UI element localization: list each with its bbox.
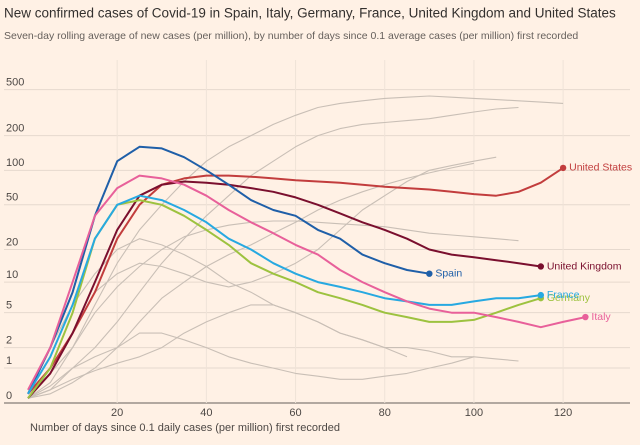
x-tick-label: 40 [200, 407, 212, 419]
end-marker [537, 291, 545, 299]
y-tick-label: 50 [6, 192, 18, 204]
series-line [27, 167, 564, 395]
chart-title: New confirmed cases of Covid-19 in Spain… [4, 6, 616, 21]
y-tick-label: 200 [6, 123, 24, 135]
end-marker [582, 313, 589, 321]
x-tick-label: 20 [111, 407, 123, 419]
chart-subtitle: Seven-day rolling average of new cases (… [4, 30, 578, 42]
series-label: Spain [435, 267, 462, 279]
series-line [27, 174, 586, 391]
y-tick-label: 100 [6, 157, 24, 169]
series-line [27, 180, 541, 399]
x-axis-label: Number of days since 0.1 daily cases (pe… [30, 422, 340, 434]
background-line [27, 332, 475, 399]
series-line [27, 194, 541, 395]
x-tick-label: 80 [379, 407, 391, 419]
end-marker [559, 164, 567, 172]
background-line [27, 220, 519, 395]
series-label: Italy [591, 311, 611, 323]
x-tick-label: 100 [465, 407, 483, 419]
background-line [27, 106, 519, 399]
background-line [27, 95, 564, 399]
series-label: Germany [547, 292, 591, 304]
x-tick-label: 60 [289, 407, 301, 419]
series-label: United Kingdom [547, 260, 622, 272]
series-label: United States [569, 162, 632, 174]
y-tick-label: 500 [6, 76, 24, 88]
y-tick-label: 2 [6, 335, 12, 347]
y-tick-label: 5 [6, 300, 12, 312]
background-line [27, 238, 519, 391]
y-tick-label: 10 [6, 269, 18, 281]
background-line [27, 304, 408, 399]
y-tick-label: 20 [6, 236, 18, 248]
series-label: France [547, 289, 580, 301]
end-marker [426, 270, 433, 277]
x-tick-label: 120 [554, 407, 572, 419]
background-line [27, 162, 475, 399]
y-tick-label: 0 [6, 390, 12, 402]
y-tick-label: 1 [6, 355, 12, 367]
end-marker [537, 263, 545, 270]
